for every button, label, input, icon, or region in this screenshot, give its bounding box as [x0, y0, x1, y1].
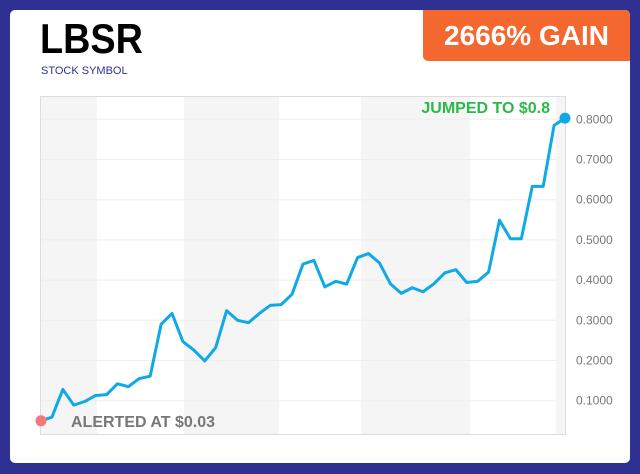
- y-tick-label: 0.5000: [576, 233, 613, 247]
- stock-symbol: LBSR: [40, 15, 143, 62]
- y-tick-label: 0.2000: [576, 354, 613, 368]
- y-tick-label: 0.1000: [576, 394, 613, 408]
- stock-symbol-label: STOCK SYMBOL: [41, 65, 128, 77]
- y-axis: 0.1000 0.2000 0.3000 0.4000 0.5000 0.6000 0.70…: [576, 112, 613, 407]
- background-band: [184, 97, 279, 434]
- y-tick-label: 0.6000: [576, 193, 613, 207]
- gain-badge: 2666% GAIN: [423, 10, 630, 61]
- plot-border: [40, 96, 566, 435]
- gridlines: [41, 118, 556, 402]
- background-band: [556, 97, 565, 434]
- background-band: [41, 97, 97, 434]
- end-marker: [559, 112, 571, 124]
- y-tick-label: 0.3000: [576, 313, 613, 327]
- y-tick-label: 0.7000: [576, 153, 613, 167]
- background-band: [361, 97, 470, 434]
- y-tick-label: 0.8000: [576, 112, 613, 126]
- y-tick-label: 0.4000: [576, 273, 613, 287]
- price-line: [40, 116, 566, 423]
- end-annotation: JUMPED TO $0.8: [421, 100, 550, 117]
- start-annotation: ALERTED AT $0.03: [71, 414, 215, 431]
- start-marker: [35, 415, 47, 427]
